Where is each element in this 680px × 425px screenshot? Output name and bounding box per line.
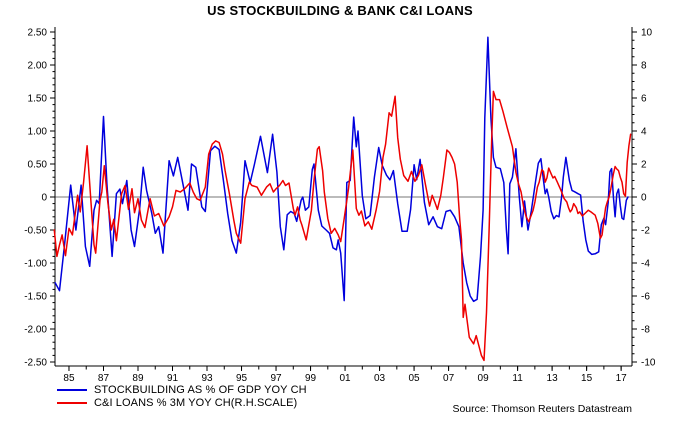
series-line-ci-loans [53,90,632,362]
svg-text:03: 03 [374,373,386,384]
svg-text:6: 6 [641,94,647,105]
svg-text:93: 93 [201,373,213,384]
source-attribution: Source: Thomson Reuters Datastream [452,403,632,415]
svg-text:1.00: 1.00 [28,127,48,138]
right-axis: 10 8 6 4 2 0 -2 -4 -6 -8 -10 [631,27,656,369]
chart-title: US STOCKBUILDING & BANK C&I LOANS [207,3,473,18]
legend-label: C&I LOANS % 3M YOY CH(R.H.SCALE) [94,396,298,409]
x-axis: 85 87 89 91 93 95 97 99 01 03 05 07 09 11 13 15 17 [55,365,632,384]
svg-text:01: 01 [339,373,351,384]
svg-text:0.50: 0.50 [28,160,48,171]
legend-item-stockbuilding: STOCKBUILDING AS % OF GDP YOY CH [57,383,307,396]
chart-legend: STOCKBUILDING AS % OF GDP YOY CH C&I LOA… [57,383,307,409]
svg-text:8: 8 [641,61,647,72]
legend-label: STOCKBUILDING AS % OF GDP YOY CH [94,383,307,396]
svg-text:10: 10 [641,28,653,39]
legend-item-ci-loans: C&I LOANS % 3M YOY CH(R.H.SCALE) [57,396,307,409]
svg-text:05: 05 [409,373,421,384]
svg-text:2.50: 2.50 [28,28,48,39]
svg-text:-0.50: -0.50 [24,226,47,237]
svg-text:-8: -8 [641,325,650,336]
svg-text:09: 09 [478,373,490,384]
svg-text:-2.50: -2.50 [24,358,47,369]
svg-text:95: 95 [236,373,248,384]
svg-text:1.50: 1.50 [28,94,48,105]
svg-text:-6: -6 [641,292,650,303]
svg-text:87: 87 [98,373,110,384]
svg-text:0: 0 [41,193,47,204]
svg-text:4: 4 [641,127,647,138]
svg-text:2.00: 2.00 [28,61,48,72]
svg-text:-2: -2 [641,226,650,237]
svg-text:85: 85 [63,373,75,384]
svg-text:15: 15 [581,373,593,384]
legend-line-sample-red [57,401,87,404]
svg-text:2: 2 [641,160,647,171]
svg-text:07: 07 [443,373,455,384]
svg-text:-2.00: -2.00 [24,325,47,336]
svg-text:89: 89 [132,373,144,384]
svg-text:99: 99 [305,373,317,384]
svg-text:-1.50: -1.50 [24,292,47,303]
left-axis: 2.50 2.00 1.50 1.00 0.50 0 -0.50 -1.00 -1.50 -2.0… [24,27,56,369]
svg-text:0: 0 [641,193,647,204]
svg-text:17: 17 [616,373,628,384]
series-line-stockbuilding [54,36,629,303]
svg-text:91: 91 [167,373,179,384]
svg-text:-10: -10 [641,358,656,369]
svg-text:97: 97 [270,373,282,384]
svg-text:-1.00: -1.00 [24,259,47,270]
svg-text:13: 13 [547,373,559,384]
svg-text:11: 11 [512,373,523,384]
svg-text:-4: -4 [641,259,650,270]
legend-line-sample-blue [57,388,87,391]
